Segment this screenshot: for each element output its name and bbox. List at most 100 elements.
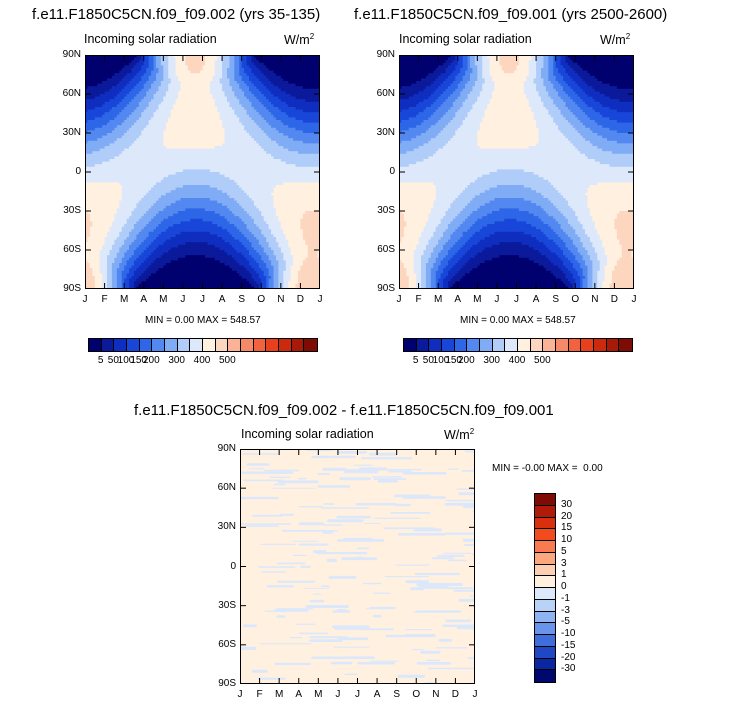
heatmap-cell xyxy=(256,156,260,160)
heatmap-cell xyxy=(246,138,250,142)
heatmap-cell xyxy=(280,62,284,66)
heatmap-cell xyxy=(126,135,130,139)
heatmap-cell xyxy=(293,120,297,124)
heatmap-cell xyxy=(305,68,309,72)
heatmap-cell xyxy=(256,177,260,181)
heatmap-cell xyxy=(197,185,201,189)
heatmap-cell xyxy=(231,65,235,69)
heatmap-cell xyxy=(256,169,260,173)
heatmap-cell xyxy=(312,86,316,90)
heatmap-cell xyxy=(200,127,204,131)
heatmap-cell xyxy=(165,172,169,176)
heatmap-cell xyxy=(212,164,216,168)
heatmap-cell xyxy=(283,185,287,189)
heatmap-cell xyxy=(231,62,235,66)
heatmap-cell xyxy=(204,88,208,92)
heatmap-cell xyxy=(185,156,189,160)
heatmap-cell xyxy=(92,73,96,77)
heatmap-cell xyxy=(273,117,277,121)
heatmap-cell xyxy=(273,177,277,181)
heatmap-cell xyxy=(158,161,162,165)
heatmap-cell xyxy=(231,57,235,61)
heatmap-cell xyxy=(302,62,306,66)
heatmap-cell xyxy=(119,159,123,163)
heatmap-cell xyxy=(212,156,216,160)
heatmap-cell xyxy=(209,94,213,98)
heatmap-cell xyxy=(246,88,250,92)
heatmap-cell xyxy=(251,81,255,85)
heatmap-cell xyxy=(293,60,297,64)
heatmap-cell xyxy=(109,99,113,103)
heatmap-cell xyxy=(178,107,182,111)
heatmap-cell xyxy=(126,117,130,121)
heatmap-cell xyxy=(141,182,145,186)
heatmap-cell xyxy=(295,164,299,168)
heatmap-cell xyxy=(204,143,208,147)
heatmap-cell xyxy=(224,120,228,124)
heatmap-cell xyxy=(268,133,272,137)
heatmap-cell xyxy=(234,182,238,186)
heatmap-cell xyxy=(278,65,282,69)
heatmap-cell xyxy=(89,127,93,131)
heatmap-cell xyxy=(146,182,150,186)
heatmap-cell xyxy=(170,86,174,90)
heatmap-cell xyxy=(256,107,260,111)
heatmap-cell xyxy=(273,73,277,77)
heatmap-cell xyxy=(317,161,320,165)
heatmap-cell xyxy=(190,164,194,168)
heatmap-cell xyxy=(178,177,182,181)
heatmap-cell xyxy=(129,120,133,124)
heatmap-cell xyxy=(302,179,306,183)
heatmap-cell xyxy=(155,94,160,98)
heatmap-cell xyxy=(278,112,282,116)
heatmap-cell xyxy=(266,81,270,85)
heatmap-cell xyxy=(141,187,145,191)
heatmap-cell xyxy=(143,114,147,118)
heatmap-cell xyxy=(178,174,182,178)
heatmap-cell xyxy=(94,185,98,189)
heatmap-cell xyxy=(185,148,189,152)
heatmap-cell xyxy=(87,130,91,134)
heatmap-cell xyxy=(163,130,167,134)
heatmap-cell xyxy=(271,120,275,124)
heatmap-cell xyxy=(87,60,91,64)
heatmap-cell xyxy=(295,143,299,147)
heatmap-cell xyxy=(94,101,98,105)
heatmap-cell xyxy=(114,73,118,77)
heatmap-cell xyxy=(275,159,279,163)
heatmap-cell xyxy=(104,127,108,131)
heatmap-cell xyxy=(163,75,167,79)
heatmap-cell xyxy=(133,164,138,168)
heatmap-cell xyxy=(290,73,294,77)
heatmap-cell xyxy=(288,133,292,137)
heatmap-cell xyxy=(253,65,257,69)
heatmap-cell xyxy=(271,60,275,64)
heatmap-cell xyxy=(107,164,111,168)
heatmap-cell xyxy=(209,174,213,178)
heatmap-cell xyxy=(151,88,155,92)
heatmap-cell xyxy=(114,135,118,139)
heatmap-cell xyxy=(202,109,206,113)
heatmap-cell xyxy=(97,187,101,191)
heatmap-cell xyxy=(241,135,245,139)
heatmap-cell xyxy=(253,55,257,59)
heatmap-cell xyxy=(107,96,111,100)
heatmap-cell xyxy=(253,96,257,100)
heatmap-cell xyxy=(285,73,289,77)
heatmap-cell xyxy=(102,166,106,170)
heatmap-cell xyxy=(99,169,103,173)
heatmap-cell xyxy=(94,78,98,82)
heatmap-cell xyxy=(312,112,316,116)
heatmap-cell xyxy=(253,151,257,155)
heatmap-cell xyxy=(219,169,223,173)
heatmap-cell xyxy=(114,185,118,189)
heatmap-cell xyxy=(219,81,223,85)
heatmap-cell xyxy=(222,91,226,95)
heatmap-cell xyxy=(224,148,228,152)
heatmap-cell xyxy=(182,122,186,126)
heatmap-cell xyxy=(275,91,279,95)
heatmap-cell xyxy=(165,65,169,69)
heatmap-cell xyxy=(204,75,208,79)
heatmap-cell xyxy=(136,62,140,66)
heatmap-cell xyxy=(170,130,174,134)
